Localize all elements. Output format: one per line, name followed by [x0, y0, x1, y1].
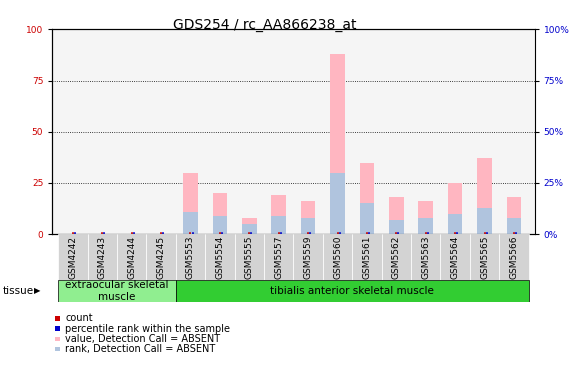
Bar	[382, 234, 411, 280]
Bar	[264, 234, 293, 280]
Bar	[58, 280, 176, 302]
Bar	[183, 212, 198, 234]
Bar	[499, 234, 529, 280]
Bar	[301, 201, 315, 234]
Text: GSM5557: GSM5557	[274, 235, 283, 279]
Text: GSM5562: GSM5562	[392, 235, 401, 279]
Bar	[507, 218, 521, 234]
Text: GSM4242: GSM4242	[69, 236, 77, 279]
Bar	[360, 203, 374, 234]
Bar	[352, 234, 382, 280]
Bar	[418, 218, 433, 234]
Bar	[117, 234, 146, 280]
Text: percentile rank within the sample: percentile rank within the sample	[66, 324, 231, 334]
Bar	[440, 234, 470, 280]
Bar	[477, 158, 492, 234]
Bar	[389, 220, 404, 234]
Bar	[507, 197, 521, 234]
Bar	[323, 234, 352, 280]
Text: GSM5560: GSM5560	[333, 235, 342, 279]
Bar	[183, 173, 198, 234]
Text: GSM5564: GSM5564	[451, 235, 460, 279]
Bar	[301, 218, 315, 234]
Bar	[360, 163, 374, 234]
Text: tibialis anterior skeletal muscle: tibialis anterior skeletal muscle	[270, 286, 434, 296]
Text: GSM4243: GSM4243	[98, 236, 107, 279]
Bar	[235, 234, 264, 280]
Text: GSM5554: GSM5554	[216, 235, 224, 279]
Bar	[448, 214, 462, 234]
Bar	[330, 173, 345, 234]
Bar	[242, 218, 257, 234]
Text: ▶: ▶	[34, 287, 40, 295]
Bar	[330, 54, 345, 234]
Text: count: count	[66, 313, 93, 324]
Text: GSM4245: GSM4245	[157, 236, 166, 279]
Bar	[418, 201, 433, 234]
Text: extraocular skeletal
muscle: extraocular skeletal muscle	[65, 280, 168, 302]
Text: value, Detection Call = ABSENT: value, Detection Call = ABSENT	[66, 334, 221, 344]
Bar	[477, 208, 492, 234]
Bar	[213, 216, 227, 234]
Bar	[448, 183, 462, 234]
Bar	[176, 234, 205, 280]
Text: GSM5561: GSM5561	[363, 235, 371, 279]
Text: GSM5559: GSM5559	[304, 235, 313, 279]
Text: GSM5555: GSM5555	[245, 235, 254, 279]
Text: tissue: tissue	[3, 286, 34, 296]
Bar	[389, 197, 404, 234]
Bar	[271, 195, 286, 234]
Bar	[58, 234, 88, 280]
Text: GDS254 / rc_AA866238_at: GDS254 / rc_AA866238_at	[173, 18, 356, 32]
Text: rank, Detection Call = ABSENT: rank, Detection Call = ABSENT	[66, 344, 216, 354]
Text: GSM5553: GSM5553	[186, 235, 195, 279]
Text: GSM5563: GSM5563	[421, 235, 430, 279]
Bar	[470, 234, 499, 280]
Bar	[176, 280, 529, 302]
Text: GSM5566: GSM5566	[510, 235, 518, 279]
Bar	[88, 234, 117, 280]
Bar	[293, 234, 323, 280]
Bar	[146, 234, 176, 280]
Bar	[205, 234, 235, 280]
Bar	[411, 234, 440, 280]
Bar	[242, 224, 257, 234]
Bar	[271, 216, 286, 234]
Text: GSM4244: GSM4244	[127, 236, 136, 279]
Bar	[213, 193, 227, 234]
Text: GSM5565: GSM5565	[480, 235, 489, 279]
